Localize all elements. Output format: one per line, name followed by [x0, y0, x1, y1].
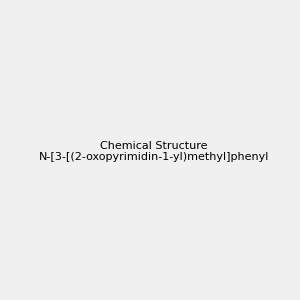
Text: Chemical Structure
N-[3-[(2-oxopyrimidin-1-yl)methyl]phenyl: Chemical Structure N-[3-[(2-oxopyrimidin…: [39, 141, 269, 162]
